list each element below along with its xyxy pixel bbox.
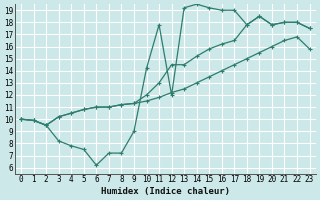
X-axis label: Humidex (Indice chaleur): Humidex (Indice chaleur) — [101, 187, 230, 196]
